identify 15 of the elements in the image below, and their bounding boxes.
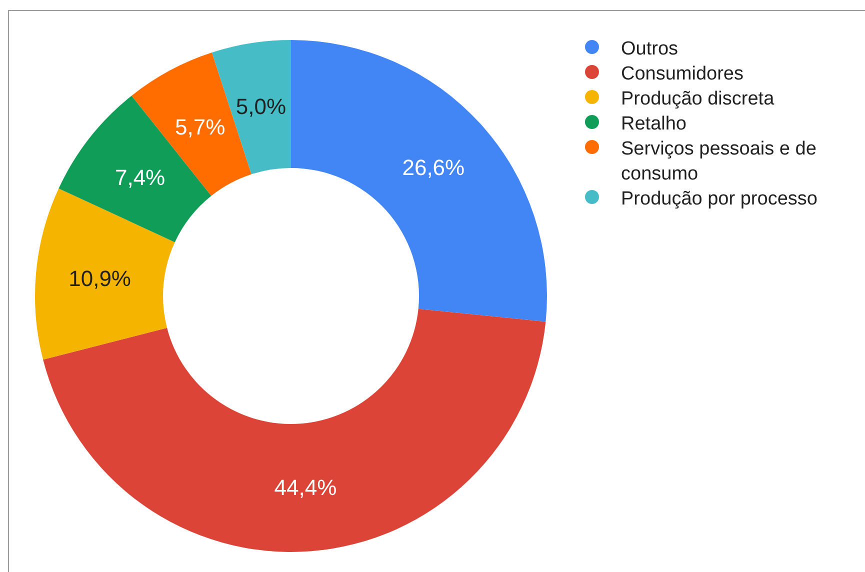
legend-label: Produção por processo — [621, 188, 818, 210]
data-label: 7,4% — [114, 165, 166, 190]
data-label: 5,0% — [236, 94, 286, 120]
donut-slice — [291, 40, 547, 322]
legend-label: Produção discreta — [621, 88, 775, 110]
donut-slice — [35, 188, 175, 360]
data-label: 26,6% — [402, 154, 465, 180]
legend-label: Retalho — [621, 114, 686, 135]
data-label: 10,9% — [68, 266, 131, 292]
legend-label: Serviços pessoais e de consumo — [621, 138, 816, 185]
legend-label: Consumidores — [621, 64, 744, 85]
data-label: 44,4% — [274, 475, 337, 500]
legend-label: Outros — [621, 38, 678, 60]
data-label: 5,7% — [175, 114, 226, 140]
donut-slice — [43, 308, 546, 552]
